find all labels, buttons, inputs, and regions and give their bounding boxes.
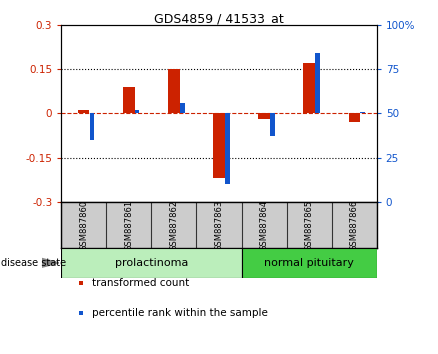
Text: percentile rank within the sample: percentile rank within the sample [92, 308, 268, 318]
Text: normal pituitary: normal pituitary [264, 258, 354, 268]
Text: GDS4859 / 41533_at: GDS4859 / 41533_at [154, 12, 284, 25]
Bar [213, 113, 225, 178]
Bar [135, 110, 139, 113]
Text: GSM887864: GSM887864 [260, 200, 268, 251]
Polygon shape [42, 258, 59, 267]
Bar [258, 113, 270, 119]
Bar [315, 53, 320, 113]
Text: prolactinoma: prolactinoma [115, 258, 188, 268]
Bar [270, 113, 275, 136]
Text: GSM887866: GSM887866 [350, 200, 359, 251]
Bar [225, 113, 230, 184]
Bar [349, 113, 360, 122]
Text: disease state: disease state [1, 258, 66, 268]
Bar [241, 248, 377, 278]
Bar [304, 63, 315, 113]
Text: GSM887861: GSM887861 [124, 200, 134, 251]
Bar [78, 110, 89, 113]
Bar [90, 113, 95, 140]
Bar [123, 87, 134, 113]
Bar [180, 103, 184, 113]
Bar [168, 69, 180, 113]
Bar [360, 112, 365, 113]
Text: GSM887860: GSM887860 [79, 200, 88, 251]
Bar [61, 248, 241, 278]
Text: transformed count: transformed count [92, 278, 189, 288]
Text: GSM887863: GSM887863 [215, 200, 223, 251]
Text: GSM887865: GSM887865 [304, 200, 314, 251]
Text: GSM887862: GSM887862 [170, 200, 178, 251]
